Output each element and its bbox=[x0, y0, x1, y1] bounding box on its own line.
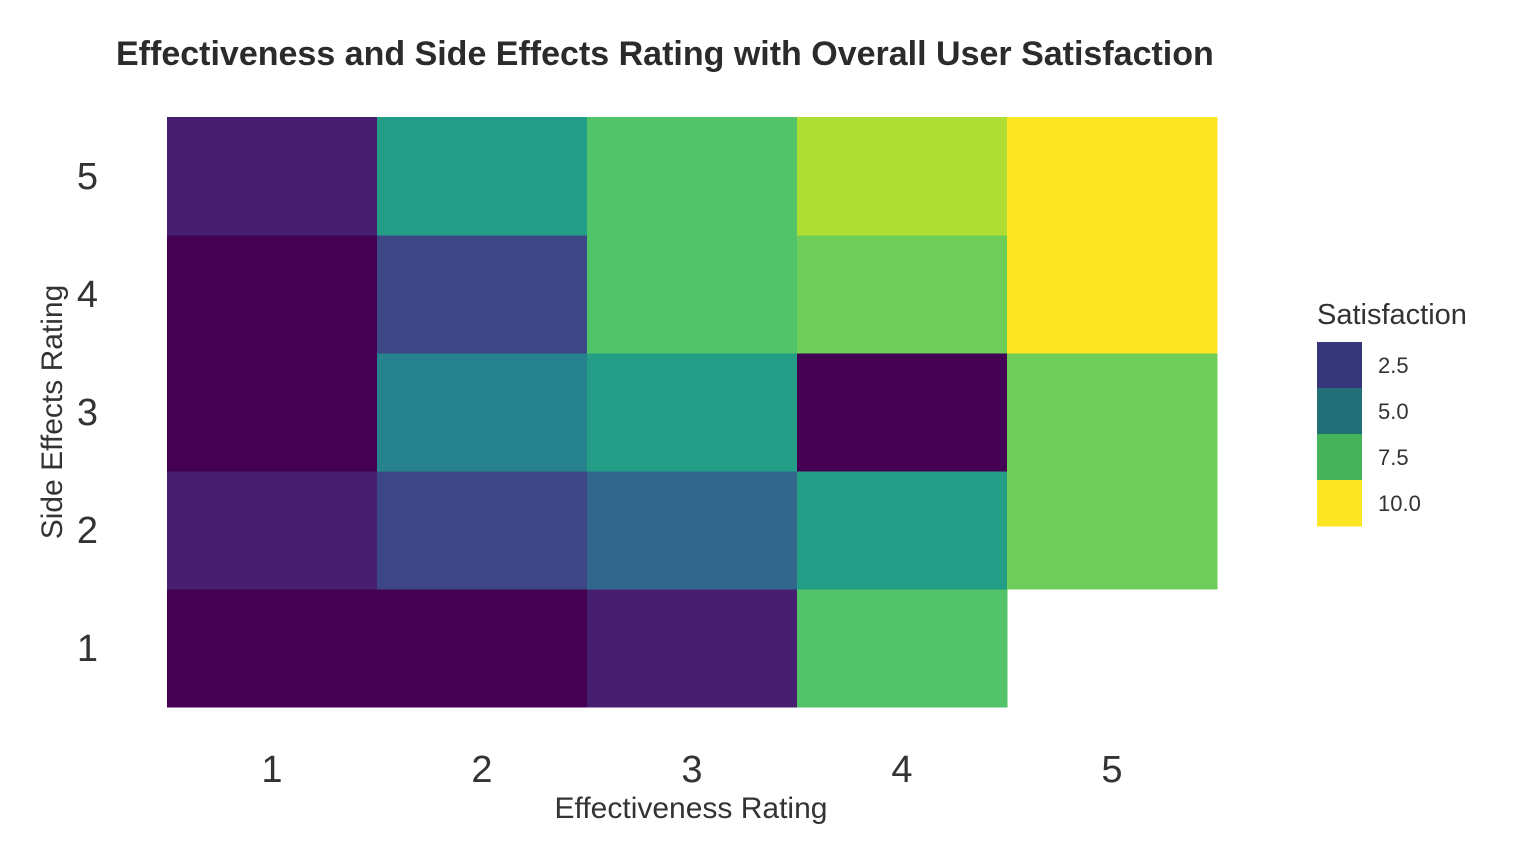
heatmap-cell-x2-y2 bbox=[377, 471, 588, 590]
chart-title: Effectiveness and Side Effects Rating wi… bbox=[116, 35, 1214, 73]
y-tick-label: 3 bbox=[77, 392, 98, 434]
heatmap-cell-x1-y4 bbox=[167, 235, 378, 354]
heatmap-cell-x4-y4 bbox=[797, 235, 1008, 354]
y-tick-label: 2 bbox=[77, 510, 98, 552]
legend-label: 2.5 bbox=[1378, 353, 1409, 378]
heatmap-cell-x4-y3 bbox=[797, 353, 1008, 472]
heatmap-cell-x1-y2 bbox=[167, 471, 378, 590]
legend-swatch bbox=[1317, 388, 1362, 435]
y-tick-label: 4 bbox=[77, 274, 98, 316]
heatmap-cells bbox=[167, 117, 1218, 708]
legend-items: 2.5 5.0 7.5 10.0 bbox=[1317, 342, 1421, 527]
x-tick-label: 3 bbox=[681, 749, 702, 791]
heatmap-cell-x3-y1 bbox=[587, 589, 798, 708]
heatmap-cell-x3-y3 bbox=[587, 353, 798, 472]
x-axis-ticks: 1 2 3 4 5 bbox=[261, 749, 1122, 791]
y-tick-label: 5 bbox=[77, 156, 98, 198]
legend: Satisfaction 2.5 5.0 7.5 10.0 bbox=[1317, 299, 1467, 527]
heatmap-cell-x1-y1 bbox=[167, 589, 378, 708]
heatmap-cell-x2-y4 bbox=[377, 235, 588, 354]
heatmap-cell-x4-y5 bbox=[797, 117, 1008, 236]
legend-swatch bbox=[1317, 480, 1362, 527]
heatmap-cell-x5-y2 bbox=[1007, 471, 1218, 590]
heatmap-cell-x3-y4 bbox=[587, 235, 798, 354]
heatmap-cell-x4-y2 bbox=[797, 471, 1008, 590]
heatmap-cell-x5-y4 bbox=[1007, 235, 1218, 354]
x-tick-label: 4 bbox=[891, 749, 912, 791]
y-tick-label: 1 bbox=[77, 628, 98, 670]
x-tick-label: 1 bbox=[261, 749, 282, 791]
x-axis-label: Effectiveness Rating bbox=[555, 792, 828, 825]
legend-swatch bbox=[1317, 434, 1362, 481]
legend-swatch bbox=[1317, 342, 1362, 389]
legend-title: Satisfaction bbox=[1317, 299, 1467, 331]
y-axis-ticks: 1 2 3 4 5 bbox=[77, 156, 98, 670]
legend-label: 10.0 bbox=[1378, 491, 1421, 516]
heatmap-cell-x3-y2 bbox=[587, 471, 798, 590]
heatmap-cell-x4-y1 bbox=[797, 589, 1008, 708]
heatmap-cell-x5-y5 bbox=[1007, 117, 1218, 236]
heatmap-cell-x2-y1 bbox=[377, 589, 588, 708]
heatmap-cell-x1-y5 bbox=[167, 117, 378, 236]
heatmap-cell-x3-y5 bbox=[587, 117, 798, 236]
y-axis-label: Side Effects Rating bbox=[36, 285, 69, 540]
heatmap-cell-x2-y5 bbox=[377, 117, 588, 236]
heatmap-cell-x2-y3 bbox=[377, 353, 588, 472]
legend-label: 5.0 bbox=[1378, 399, 1409, 424]
heatmap-cell-x1-y3 bbox=[167, 353, 378, 472]
x-tick-label: 5 bbox=[1101, 749, 1122, 791]
heatmap-cell-x5-y3 bbox=[1007, 353, 1218, 472]
legend-label: 7.5 bbox=[1378, 445, 1409, 470]
x-tick-label: 2 bbox=[471, 749, 492, 791]
